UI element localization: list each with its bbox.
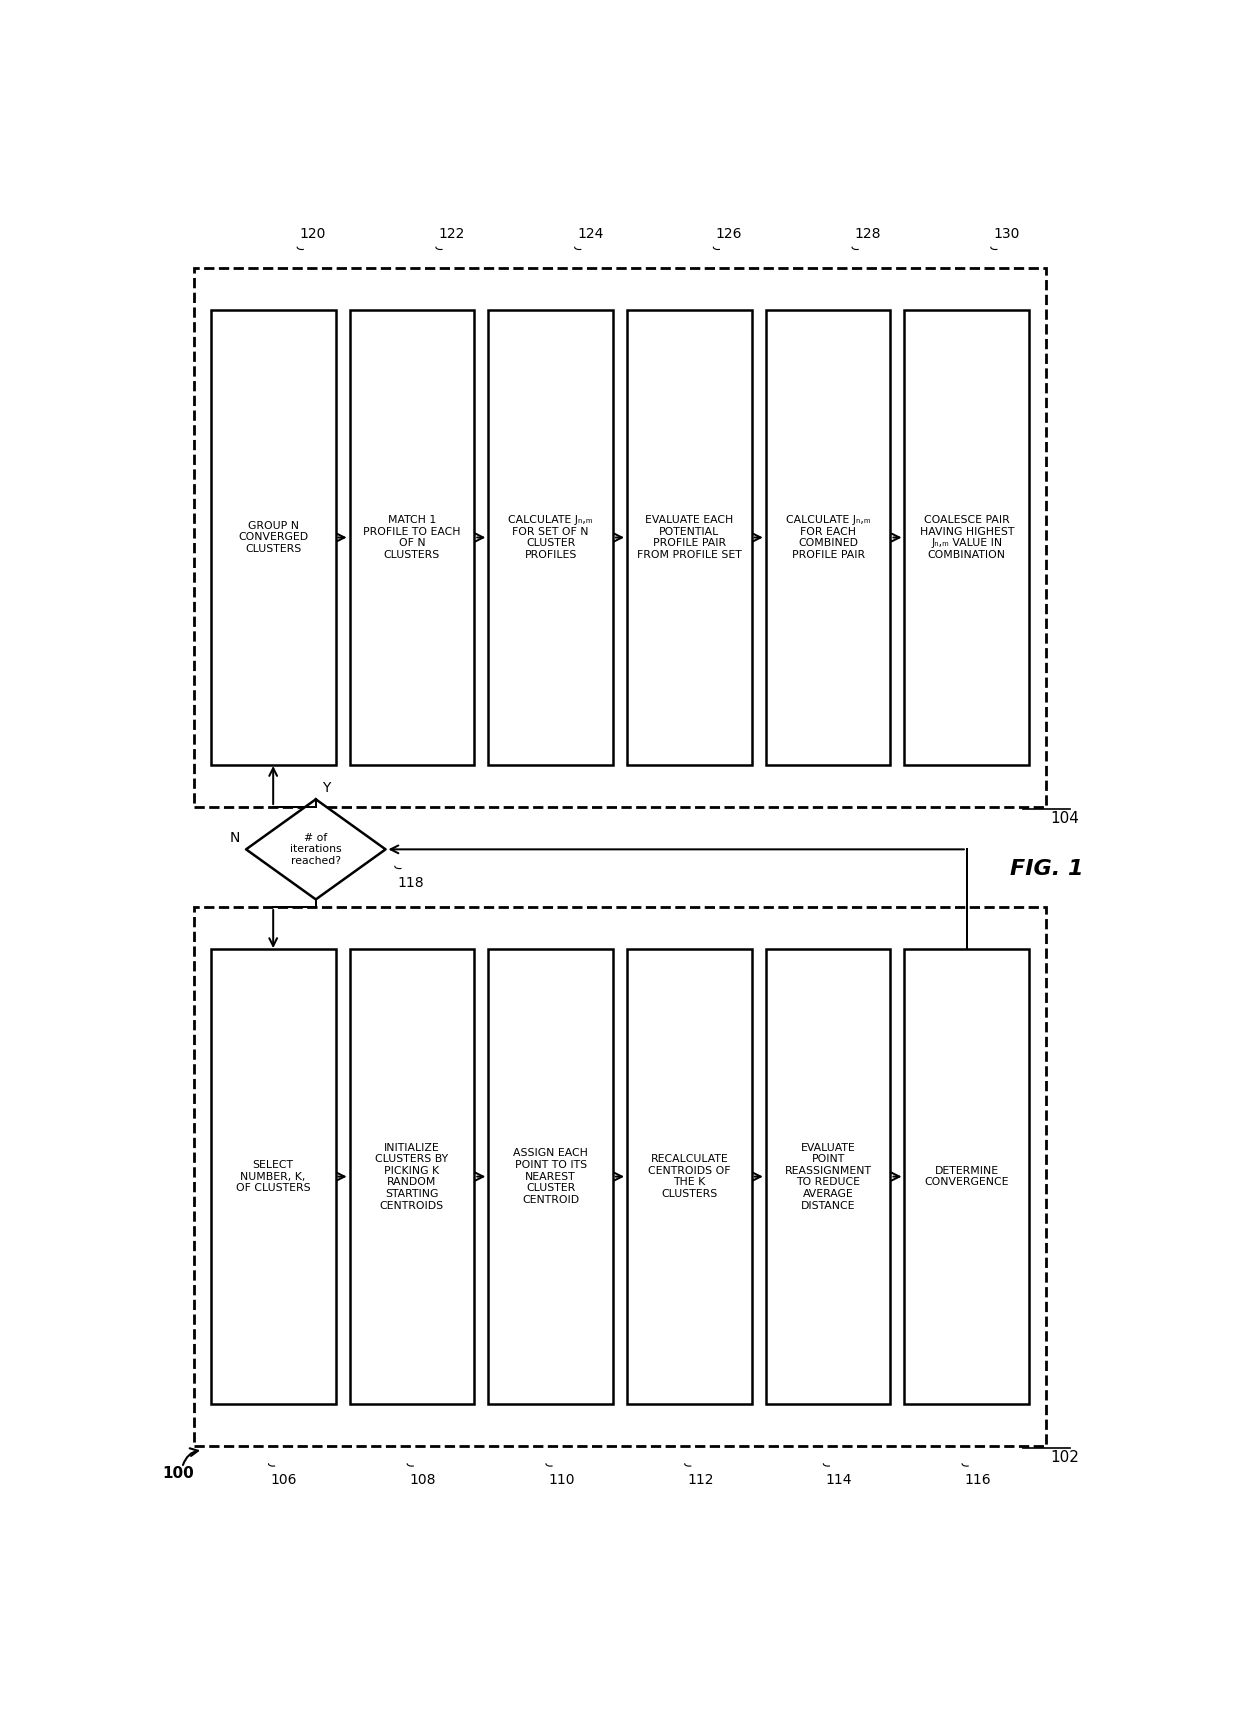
Text: 106: 106	[270, 1472, 298, 1488]
FancyBboxPatch shape	[627, 310, 751, 765]
Text: EVALUATE EACH
POTENTIAL
PROFILE PAIR
FROM PROFILE SET: EVALUATE EACH POTENTIAL PROFILE PAIR FRO…	[637, 514, 742, 561]
FancyBboxPatch shape	[904, 310, 1029, 765]
Text: EVALUATE
POINT
REASSIGNMENT
TO REDUCE
AVERAGE
DISTANCE: EVALUATE POINT REASSIGNMENT TO REDUCE AV…	[785, 1142, 872, 1211]
FancyBboxPatch shape	[350, 949, 474, 1404]
Text: 118: 118	[397, 875, 424, 891]
Text: 126: 126	[715, 227, 743, 241]
FancyBboxPatch shape	[904, 949, 1029, 1404]
Text: 128: 128	[854, 227, 880, 241]
Text: INITIALIZE
CLUSTERS BY
PICKING K
RANDOM
STARTING
CENTROIDS: INITIALIZE CLUSTERS BY PICKING K RANDOM …	[376, 1142, 449, 1211]
Text: 122: 122	[438, 227, 465, 241]
Text: GROUP N
CONVERGED
CLUSTERS: GROUP N CONVERGED CLUSTERS	[238, 521, 309, 554]
Text: 108: 108	[409, 1472, 436, 1488]
Text: 114: 114	[826, 1472, 852, 1488]
Text: N: N	[229, 831, 239, 845]
Text: 130: 130	[993, 227, 1019, 241]
FancyBboxPatch shape	[350, 310, 474, 765]
FancyBboxPatch shape	[193, 906, 1047, 1447]
FancyBboxPatch shape	[627, 949, 751, 1404]
Text: 100: 100	[162, 1465, 195, 1481]
Text: 120: 120	[300, 227, 326, 241]
Polygon shape	[246, 800, 386, 900]
Text: 124: 124	[577, 227, 604, 241]
Text: FIG. 1: FIG. 1	[1009, 858, 1083, 879]
FancyBboxPatch shape	[489, 310, 613, 765]
Text: 116: 116	[965, 1472, 991, 1488]
Text: # of
iterations
reached?: # of iterations reached?	[290, 832, 342, 865]
Text: 102: 102	[1050, 1450, 1079, 1465]
FancyBboxPatch shape	[766, 310, 890, 765]
Text: RECALCULATE
CENTROIDS OF
THE K
CLUSTERS: RECALCULATE CENTROIDS OF THE K CLUSTERS	[649, 1154, 730, 1199]
FancyBboxPatch shape	[211, 310, 336, 765]
Text: Y: Y	[322, 781, 330, 795]
FancyBboxPatch shape	[766, 949, 890, 1404]
FancyBboxPatch shape	[211, 949, 336, 1404]
Text: CALCULATE Jₙ,ₘ
FOR SET OF N
CLUSTER
PROFILES: CALCULATE Jₙ,ₘ FOR SET OF N CLUSTER PROF…	[508, 514, 593, 561]
Text: 110: 110	[548, 1472, 575, 1488]
FancyBboxPatch shape	[193, 268, 1047, 807]
Text: COALESCE PAIR
HAVING HIGHEST
Jₙ,ₘ VALUE IN
COMBINATION: COALESCE PAIR HAVING HIGHEST Jₙ,ₘ VALUE …	[920, 514, 1014, 561]
Text: 104: 104	[1050, 810, 1079, 826]
Text: DETERMINE
CONVERGENCE: DETERMINE CONVERGENCE	[925, 1166, 1009, 1187]
FancyBboxPatch shape	[489, 949, 613, 1404]
Text: CALCULATE Jₙ,ₘ
FOR EACH
COMBINED
PROFILE PAIR: CALCULATE Jₙ,ₘ FOR EACH COMBINED PROFILE…	[786, 514, 870, 561]
Text: ASSIGN EACH
POINT TO ITS
NEAREST
CLUSTER
CENTROID: ASSIGN EACH POINT TO ITS NEAREST CLUSTER…	[513, 1149, 588, 1204]
Text: SELECT
NUMBER, K,
OF CLUSTERS: SELECT NUMBER, K, OF CLUSTERS	[236, 1159, 310, 1194]
Text: 112: 112	[687, 1472, 713, 1488]
Text: MATCH 1
PROFILE TO EACH
OF N
CLUSTERS: MATCH 1 PROFILE TO EACH OF N CLUSTERS	[363, 514, 461, 561]
